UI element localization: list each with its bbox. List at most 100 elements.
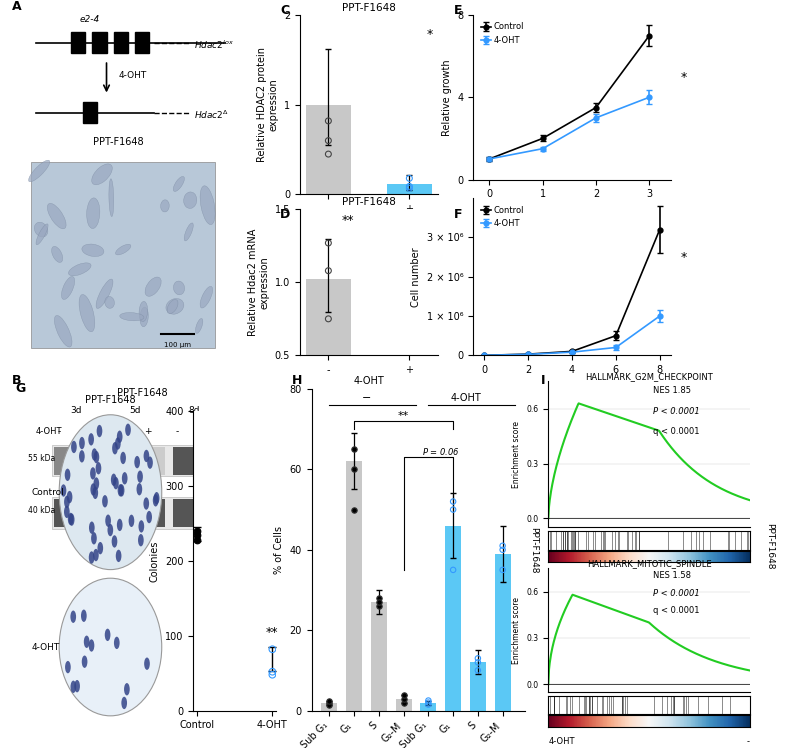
Point bbox=[348, 503, 361, 515]
Ellipse shape bbox=[87, 198, 100, 229]
Circle shape bbox=[122, 472, 128, 485]
Y-axis label: Relative Hdac2 mRNA
expression: Relative Hdac2 mRNA expression bbox=[248, 229, 269, 336]
Ellipse shape bbox=[200, 286, 213, 308]
Circle shape bbox=[91, 483, 96, 496]
Circle shape bbox=[65, 661, 71, 673]
Bar bbox=[202, 447, 223, 475]
Text: -: - bbox=[746, 737, 750, 746]
Text: PPT-F1648: PPT-F1648 bbox=[93, 137, 144, 147]
Ellipse shape bbox=[59, 578, 162, 716]
Point bbox=[348, 444, 361, 456]
Ellipse shape bbox=[59, 414, 162, 570]
Title: HALLMARK_MITOTIC_SPINDLE: HALLMARK_MITOTIC_SPINDLE bbox=[587, 559, 711, 568]
Text: G: G bbox=[16, 382, 26, 395]
Text: -: - bbox=[746, 572, 750, 581]
Circle shape bbox=[144, 497, 149, 509]
Circle shape bbox=[89, 551, 95, 564]
Bar bbox=[52, 497, 230, 529]
Point bbox=[323, 696, 335, 708]
Bar bbox=[92, 32, 107, 53]
Ellipse shape bbox=[161, 200, 169, 212]
Text: 55 kDa: 55 kDa bbox=[28, 453, 56, 462]
Text: 40 kDa: 40 kDa bbox=[28, 506, 56, 515]
Text: *: * bbox=[680, 71, 686, 84]
Circle shape bbox=[74, 680, 80, 693]
Bar bbox=[135, 32, 149, 53]
Bar bbox=[421, 702, 436, 711]
Bar bbox=[306, 280, 350, 428]
Y-axis label: Enrichment score: Enrichment score bbox=[512, 597, 521, 663]
Text: D: D bbox=[280, 208, 290, 221]
Circle shape bbox=[93, 549, 99, 561]
Circle shape bbox=[120, 452, 126, 465]
Circle shape bbox=[70, 681, 77, 693]
Bar bbox=[173, 447, 194, 475]
Text: H: H bbox=[292, 374, 302, 387]
Bar bbox=[114, 447, 135, 475]
Point bbox=[398, 693, 410, 705]
Title: PPT-F1648: PPT-F1648 bbox=[342, 3, 396, 13]
Text: +: + bbox=[144, 427, 151, 436]
Bar bbox=[371, 602, 387, 711]
Ellipse shape bbox=[105, 296, 114, 308]
Circle shape bbox=[117, 518, 122, 531]
Circle shape bbox=[148, 456, 153, 469]
Circle shape bbox=[68, 513, 73, 525]
Circle shape bbox=[61, 484, 66, 497]
Point bbox=[403, 408, 416, 420]
Text: 100 μm: 100 μm bbox=[164, 342, 191, 348]
Ellipse shape bbox=[51, 246, 62, 263]
Circle shape bbox=[82, 655, 88, 668]
Text: 5d: 5d bbox=[129, 406, 140, 415]
Text: 8d: 8d bbox=[189, 406, 200, 415]
Bar bbox=[52, 445, 230, 476]
Text: PPT-F1648: PPT-F1648 bbox=[529, 527, 538, 573]
Circle shape bbox=[89, 521, 95, 534]
Circle shape bbox=[116, 550, 122, 562]
Circle shape bbox=[118, 484, 123, 497]
Circle shape bbox=[94, 451, 99, 463]
Text: NES 1.85: NES 1.85 bbox=[653, 386, 691, 395]
Ellipse shape bbox=[54, 316, 72, 347]
Text: *: * bbox=[680, 251, 686, 264]
Point bbox=[447, 503, 459, 515]
Ellipse shape bbox=[109, 179, 114, 217]
Point bbox=[403, 172, 416, 184]
Circle shape bbox=[105, 628, 110, 641]
Circle shape bbox=[64, 506, 69, 518]
Text: 4-OHT: 4-OHT bbox=[451, 393, 481, 403]
Circle shape bbox=[154, 492, 159, 504]
Text: 4-OHT: 4-OHT bbox=[32, 643, 60, 652]
Text: e2-4: e2-4 bbox=[80, 14, 100, 23]
Text: $Hdac2^{lox}$: $Hdac2^{lox}$ bbox=[194, 38, 234, 51]
Ellipse shape bbox=[174, 281, 185, 295]
Point bbox=[403, 183, 416, 194]
Bar bbox=[84, 499, 105, 527]
Circle shape bbox=[129, 515, 134, 527]
Point bbox=[322, 135, 335, 147]
Point bbox=[472, 664, 484, 676]
Ellipse shape bbox=[166, 298, 184, 314]
Circle shape bbox=[67, 491, 73, 503]
Text: F: F bbox=[454, 208, 462, 221]
Point bbox=[191, 525, 204, 537]
Point bbox=[322, 237, 335, 249]
Ellipse shape bbox=[145, 277, 161, 296]
Point bbox=[472, 652, 484, 664]
Point bbox=[266, 643, 279, 655]
Bar bbox=[173, 499, 194, 527]
Title: HALLMARK_G2M_CHECKPOINT: HALLMARK_G2M_CHECKPOINT bbox=[585, 372, 712, 381]
Circle shape bbox=[119, 484, 125, 497]
Text: P < 0.0001: P < 0.0001 bbox=[653, 407, 700, 416]
Ellipse shape bbox=[47, 203, 66, 229]
Circle shape bbox=[137, 470, 143, 483]
Point bbox=[322, 115, 335, 127]
Bar bbox=[71, 32, 85, 53]
Text: $Hdac2^{\Delta}$: $Hdac2^{\Delta}$ bbox=[194, 108, 229, 121]
Title: PPT-F1648: PPT-F1648 bbox=[342, 197, 396, 207]
Y-axis label: Colonies: Colonies bbox=[150, 540, 159, 582]
Legend: Control, 4-OHT: Control, 4-OHT bbox=[477, 19, 527, 48]
Circle shape bbox=[117, 431, 122, 443]
Point bbox=[422, 699, 435, 711]
Text: Actin: Actin bbox=[233, 506, 256, 515]
